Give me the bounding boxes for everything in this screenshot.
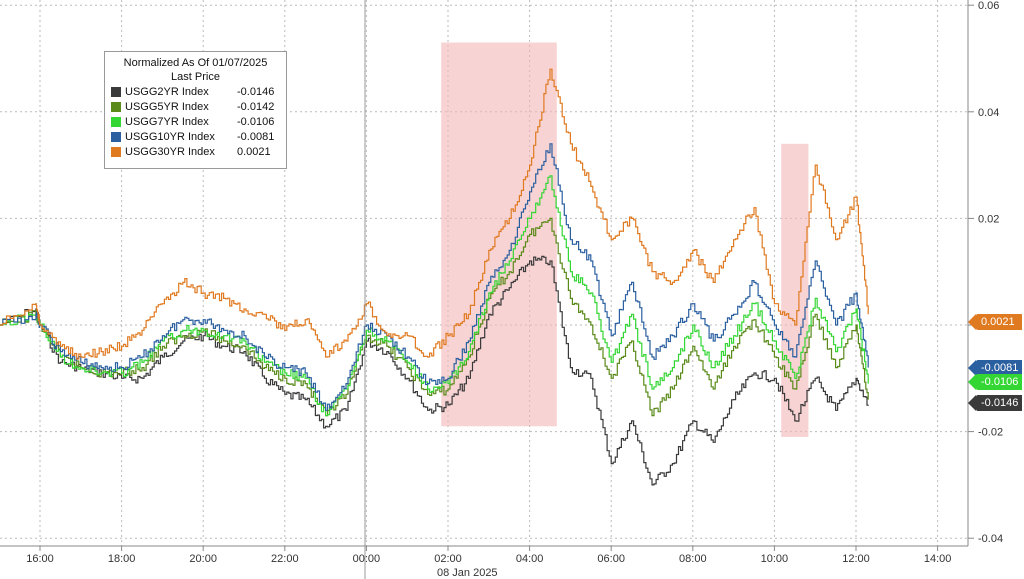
legend-swatch — [111, 146, 121, 157]
legend-series-name: USGG30YR Index — [125, 145, 215, 158]
legend-series-value: -0.0146 — [237, 85, 275, 98]
x-tick-label: 10:00 — [761, 553, 789, 565]
x-tick-label: 20:00 — [189, 553, 217, 565]
legend-series-name: USGG7YR Index — [125, 115, 209, 128]
legend-series-value: -0.0142 — [237, 100, 275, 113]
series-lines — [0, 68, 869, 486]
legend-subheader: Last Price — [171, 71, 220, 83]
last-value-badge: -0.0106 — [968, 374, 1022, 390]
legend-series-value: 0.0021 — [237, 145, 271, 158]
x-tick-label: 16:00 — [26, 553, 54, 565]
y-tick-label: -0.04 — [978, 533, 1003, 545]
last-value-badge: 0.0021 — [968, 314, 1022, 330]
legend-swatch — [111, 86, 121, 97]
x-tick-label: 06:00 — [597, 553, 625, 565]
legend: Normalized As Of 01/07/2025 Last Price U… — [104, 51, 287, 169]
legend-entries: USGG2YR Index -0.0146 USGG5YR Index -0.0142… — [111, 84, 280, 159]
shaded-region-2 — [781, 143, 809, 437]
legend-swatch — [111, 116, 121, 127]
y-tick-label: -0.02 — [978, 427, 1003, 439]
legend-series-name: USGG5YR Index — [125, 100, 209, 113]
series-line-usgg2yr-index — [0, 255, 869, 486]
y-tick-label: 0.04 — [978, 107, 999, 119]
legend-series-name: USGG10YR Index — [125, 130, 215, 143]
x-tick-label: 12:00 — [842, 553, 870, 565]
x-tick-label: 14:00 — [924, 553, 952, 565]
x-tick-label: 18:00 — [108, 553, 136, 565]
legend-swatch — [111, 101, 121, 112]
last-value-badge: -0.0146 — [968, 395, 1022, 411]
x-tick-labels: 16:00 18:00 20:00 22:00 00:00 02:00 04:00 06:00… — [26, 546, 951, 565]
legend-swatch — [111, 131, 121, 142]
legend-entry: USGG30YR Index 0.0021 — [111, 144, 280, 159]
y-tick-labels: 0.060.040.020.00-0.02-0.04 — [968, 0, 1003, 545]
legend-entry: USGG10YR Index -0.0081 — [111, 129, 280, 144]
legend-entry: USGG2YR Index -0.0146 — [111, 84, 280, 99]
x-tick-label: 22:00 — [271, 553, 299, 565]
x-tick-label: 02:00 — [434, 553, 462, 565]
last-value-badge: -0.0081 — [968, 360, 1022, 376]
series-line-usgg7yr-index — [0, 175, 869, 417]
y-tick-label: 0.06 — [978, 0, 999, 12]
y-tick-label: 0.02 — [978, 213, 999, 225]
series-line-usgg30yr-index — [0, 68, 869, 360]
legend-series-value: -0.0106 — [237, 115, 275, 128]
legend-entry: USGG7YR Index -0.0106 — [111, 114, 280, 129]
x-tick-label: 00:00 — [353, 553, 381, 565]
legend-header: Normalized As Of 01/07/2025 — [123, 57, 268, 69]
legend-series-name: USGG2YR Index — [125, 85, 209, 98]
x-tick-label: 08:00 — [679, 553, 707, 565]
series-line-usgg10yr-index — [0, 143, 869, 411]
legend-entry: USGG5YR Index -0.0142 — [111, 99, 280, 114]
x-date-label: 08 Jan 2025 — [437, 567, 498, 579]
x-tick-label: 04:00 — [516, 553, 544, 565]
shaded-regions — [441, 42, 809, 437]
legend-series-value: -0.0081 — [237, 130, 275, 143]
series-line-usgg5yr-index — [0, 217, 869, 417]
